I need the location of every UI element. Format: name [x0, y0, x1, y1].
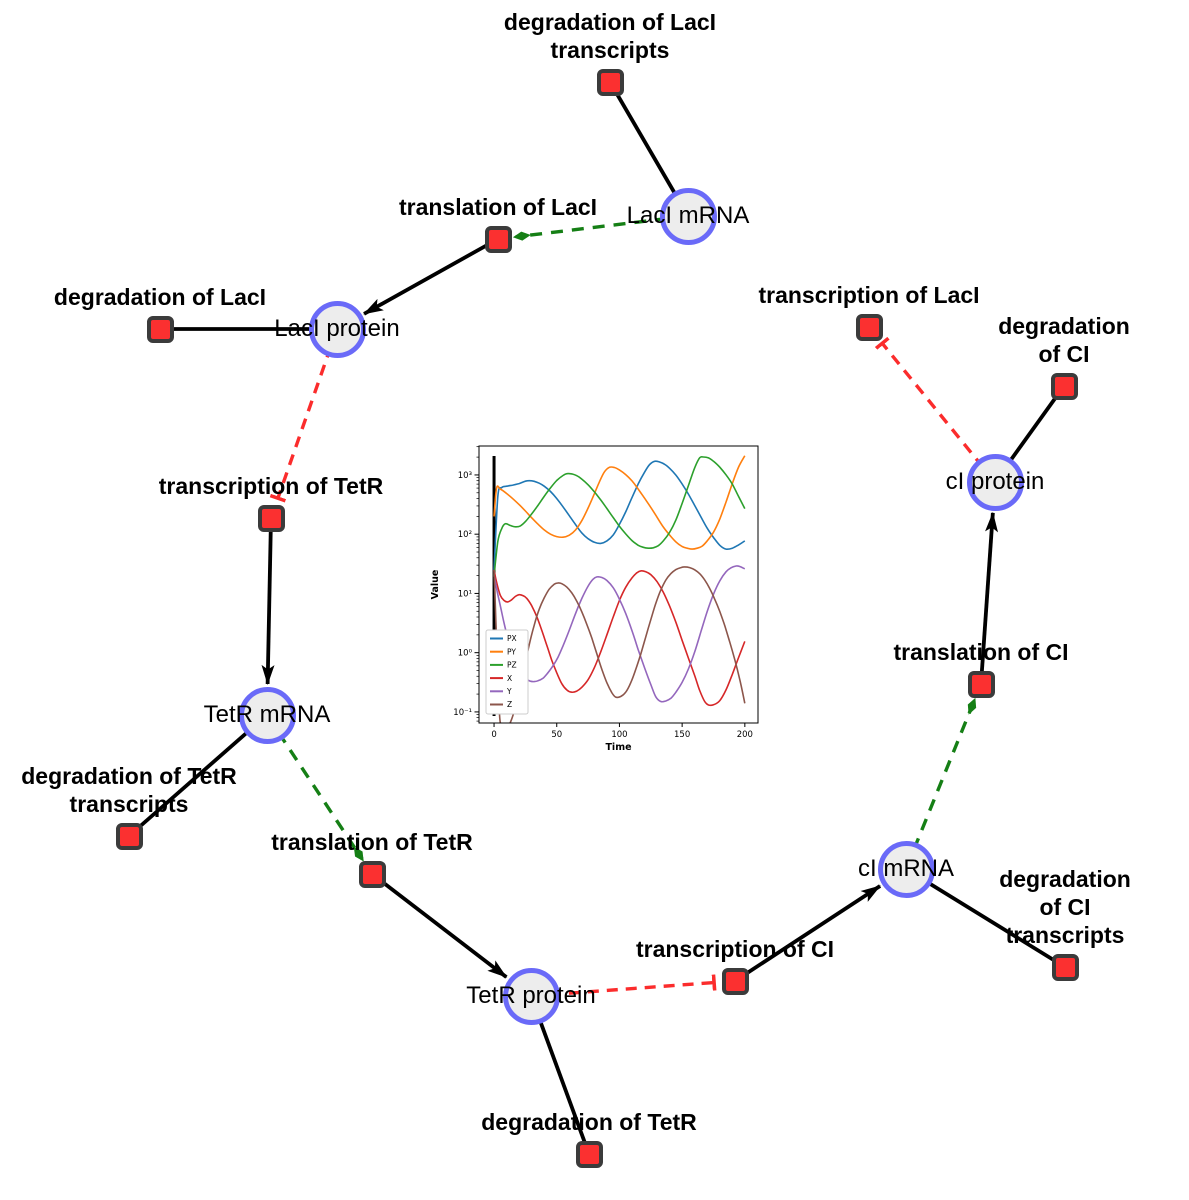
edge-ci-mrna-deg-ci-tx-consumption — [905, 867, 1066, 969]
edge-ci-mrna-transl-ci-modifier — [904, 697, 977, 870]
reaction-node-deg-ci — [1050, 372, 1078, 400]
reaction-label-transl-laci: translation of LacI — [398, 193, 598, 220]
edge-ci-protein-tx-laci-inhibition — [874, 336, 997, 484]
legend-label-PX: PX — [507, 634, 517, 643]
species-label-laci-protein: LacI protein — [274, 315, 400, 342]
reaction-label-tx-ci: transcription of CI — [635, 935, 835, 962]
y-tick-label: 10¹ — [458, 589, 472, 599]
species-node-ci-protein — [966, 453, 1024, 511]
reaction-node-transl-laci — [484, 225, 512, 253]
reaction-node-transl-ci — [967, 670, 995, 698]
species-label-tetr-protein: TetR protein — [466, 982, 596, 1009]
series-path-PZ — [493, 455, 746, 576]
edge-transl-tetr-tetr-protein-production — [370, 872, 508, 979]
legend-label-PZ: PZ — [507, 661, 517, 670]
species-label-laci-mrna: LacI mRNA — [626, 202, 750, 229]
reaction-node-deg-laci-tx — [596, 68, 624, 96]
reaction-node-tx-ci — [721, 967, 749, 995]
reaction-label-tx-laci: transcription of LacI — [758, 281, 980, 308]
species-node-ci-mrna — [877, 840, 935, 898]
legend-label-X: X — [507, 674, 512, 683]
reaction-node-deg-tetr — [575, 1140, 603, 1168]
edge-tetr-mrna-deg-tetr-tx-consumption — [127, 713, 269, 838]
series-path-PX — [493, 460, 746, 570]
series-path-PY — [493, 455, 746, 550]
legend-label-PY: PY — [507, 647, 516, 656]
reaction-node-tx-tetr — [257, 504, 285, 532]
reaction-label-deg-ci-tx: degradation of CI transcripts — [999, 865, 1131, 948]
reaction-label-transl-ci: translation of CI — [893, 638, 1069, 665]
reaction-node-deg-laci — [146, 315, 174, 343]
reaction-label-transl-tetr: translation of TetR — [271, 828, 473, 855]
species-node-tetr-mrna — [238, 686, 296, 744]
reaction-label-tx-tetr: transcription of TetR — [158, 472, 384, 499]
legend-label-Z: Z — [507, 700, 512, 709]
y-tick-label: 10⁰ — [458, 649, 473, 659]
reaction-node-deg-tetr-tx — [115, 822, 143, 850]
x-tick-label: 100 — [611, 730, 627, 740]
y-tick-label: 10² — [458, 530, 472, 540]
reaction-label-deg-tetr-tx: degradation of TetR transcripts — [21, 762, 237, 817]
x-tick-label: 200 — [737, 730, 753, 740]
reaction-node-deg-ci-tx — [1051, 953, 1079, 981]
reaction-label-deg-tetr: degradation of TetR — [481, 1108, 697, 1135]
x-axis-label: Time — [605, 742, 631, 753]
edge-laci-protein-tx-tetr-inhibition — [269, 328, 339, 503]
reaction-node-tx-laci — [855, 313, 883, 341]
edge-transl-laci-laci-protein-production — [363, 237, 499, 316]
legend-label-Y: Y — [506, 687, 512, 696]
species-label-ci-mrna: cI mRNA — [858, 855, 954, 882]
series-path-X — [493, 569, 746, 707]
chart-legend: PX PY PZ XYZ — [485, 629, 529, 715]
x-tick-label: 0 — [491, 730, 496, 740]
edge-transl-ci-ci-protein-production — [979, 511, 999, 685]
species-label-ci-protein: cI protein — [945, 468, 1045, 495]
reaction-label-deg-ci: degradation of CI — [998, 312, 1130, 367]
species-node-laci-protein — [308, 300, 366, 358]
plot-frame — [478, 445, 759, 724]
x-tick-label: 50 — [551, 730, 562, 740]
x-tick-label: 150 — [674, 730, 690, 740]
edge-tx-tetr-tetr-mrna-production — [261, 517, 275, 686]
edge-tx-ci-ci-mrna-production — [733, 884, 882, 983]
species-label-tetr-mrna: TetR mRNA — [203, 701, 331, 728]
species-node-tetr-protein — [502, 967, 560, 1025]
edge-tetr-protein-tx-ci-inhibition — [530, 974, 717, 998]
reaction-node-transl-tetr — [358, 860, 386, 888]
edge-laci-mrna-transl-laci-modifier — [512, 214, 689, 241]
y-axis-label: Value — [430, 570, 441, 600]
y-tick-label: 10⁻¹ — [453, 708, 472, 718]
species-node-laci-mrna — [659, 187, 717, 245]
y-tick-label: 10³ — [458, 471, 472, 481]
reaction-label-deg-laci: degradation of LacI — [53, 283, 267, 310]
reaction-label-deg-laci-tx: degradation of LacI transcripts — [503, 8, 717, 63]
